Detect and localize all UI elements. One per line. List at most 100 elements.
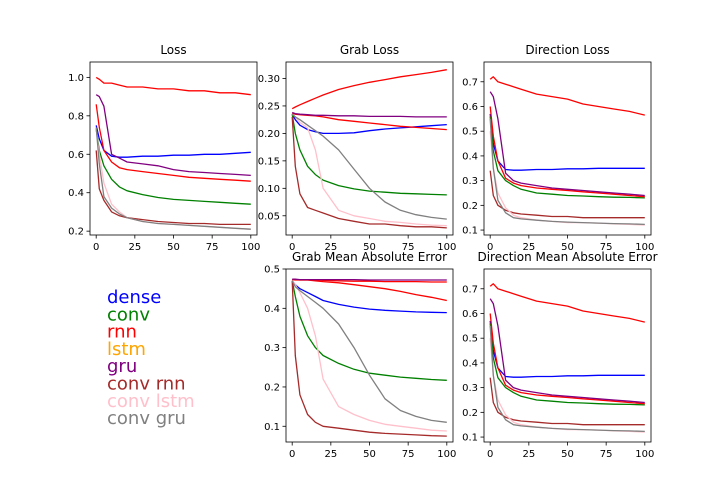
y-tick-label: 0.10	[258, 184, 280, 195]
series-line-conv-rnn	[489, 170, 645, 219]
x-tick-label: 25	[324, 242, 337, 253]
subplot-title: Grab Loss	[340, 43, 399, 57]
series-line-conv	[489, 323, 645, 406]
x-tick-label: 25	[128, 242, 141, 253]
series-line-conv-gru	[291, 113, 447, 220]
x-tick-label: 50	[363, 242, 376, 253]
series-line-conv-gru	[291, 280, 447, 423]
series-line-gru	[489, 91, 645, 197]
series-line-conv-lstm	[291, 113, 447, 227]
series-line-rnn	[489, 283, 645, 323]
subplot-title: Direction Mean Absolute Error	[477, 250, 657, 264]
y-tick-label: 0.05	[258, 211, 280, 222]
y-tick-label: 0.1	[264, 422, 280, 433]
y-tick-label: 0.6	[68, 150, 84, 161]
subplot-title: Loss	[160, 43, 186, 57]
x-tick-label: 0	[487, 242, 493, 253]
y-tick-label: 0.6	[462, 102, 478, 113]
legend-label-gru: gru	[107, 356, 137, 377]
series-line-gru	[95, 94, 251, 177]
series-line-gru	[489, 298, 645, 404]
series-line-conv-rnn	[291, 116, 447, 229]
y-tick-label: 0.5	[462, 127, 478, 138]
x-tick-label: 0	[93, 242, 99, 253]
series-line-lstm	[489, 106, 645, 198]
y-tick-label: 0.3	[462, 176, 478, 187]
x-tick-label: 50	[561, 242, 574, 253]
x-tick-label: 75	[206, 242, 219, 253]
x-tick-label: 25	[522, 242, 535, 253]
y-tick-label: 0.4	[462, 358, 478, 369]
subplot-direction-mean-absolute-error: 0 25 50 75 100 0.1 0.2 0.3 0.4 0.5 0.6 0.7 Direction…	[462, 250, 657, 460]
y-tick-label: 1.0	[68, 73, 84, 84]
y-tick-label: 0.20	[258, 129, 280, 140]
series-line-conv	[489, 116, 645, 199]
x-tick-label: 100	[437, 242, 456, 253]
series-line-conv-rnn	[489, 377, 645, 426]
series-line-gru	[292, 278, 447, 281]
y-tick-label: 0.15	[258, 156, 280, 167]
series-line-conv-rnn	[291, 280, 447, 437]
series-lines	[291, 69, 447, 229]
series-line-dense	[291, 280, 447, 314]
series-line-conv-gru	[95, 127, 251, 230]
series-lines	[291, 278, 447, 437]
y-tick-label: 0.30	[258, 74, 280, 85]
y-tick-label: 0.2	[462, 201, 478, 212]
x-tick-label: 25	[324, 449, 337, 460]
x-tick-label: 75	[600, 449, 613, 460]
series-line-conv-gru	[489, 325, 645, 433]
series-line-conv-gru	[489, 118, 645, 226]
x-tick-label: 75	[402, 242, 415, 253]
series-line-rnn	[291, 69, 447, 110]
series-line-conv	[291, 280, 447, 381]
series-line-lstm	[95, 104, 251, 182]
x-tick-label: 0	[289, 242, 295, 253]
series-line-conv-lstm	[291, 280, 447, 432]
series-line-rnn	[95, 76, 251, 96]
subplot-direction-loss: 0 25 50 75 100 0.1 0.2 0.3 0.4 0.5 0.6 0.7 Direction…	[462, 43, 654, 253]
x-tick-label: 50	[363, 449, 376, 460]
subplot-title: Grab Mean Absolute Error	[292, 250, 447, 264]
x-tick-label: 0	[487, 449, 493, 460]
series-line-rnn	[489, 76, 645, 116]
y-tick-label: 0.2	[462, 408, 478, 419]
x-tick-label: 75	[402, 449, 415, 460]
series-line-conv	[291, 114, 447, 196]
y-tick-label: 0.1	[462, 226, 478, 237]
y-tick-label: 0.4	[264, 304, 280, 315]
y-tick-label: 0.25	[258, 101, 280, 112]
series-line-conv-rnn	[95, 150, 251, 226]
legend-label-conv-lstm: conv lstm	[107, 391, 195, 412]
x-tick-label: 100	[635, 242, 654, 253]
subplot-grab-mean-absolute-error: 0 25 50 75 100 0.1 0.2 0.3 0.4 0.5 Grab Mean Absol…	[264, 250, 456, 460]
legend-label-rnn: rnn	[107, 322, 137, 343]
series-lines	[489, 283, 645, 433]
x-tick-label: 100	[437, 449, 456, 460]
series-lines	[95, 76, 251, 230]
y-tick-label: 0.6	[462, 309, 478, 320]
y-tick-label: 0.4	[68, 188, 84, 199]
series-line-gru	[291, 111, 447, 118]
x-tick-label: 50	[167, 242, 180, 253]
y-tick-label: 0.4	[462, 151, 478, 162]
y-tick-label: 0.8	[68, 111, 84, 122]
x-tick-label: 100	[635, 449, 654, 460]
legend-label-conv-rnn: conv rnn	[107, 374, 186, 395]
x-tick-label: 75	[600, 242, 613, 253]
y-tick-label: 0.5	[264, 265, 280, 276]
x-tick-label: 50	[561, 449, 574, 460]
y-tick-label: 0.2	[68, 227, 84, 238]
legend-label-dense: dense	[107, 287, 161, 308]
legend-label-conv: conv	[107, 304, 150, 325]
x-tick-label: 0	[289, 449, 295, 460]
y-tick-label: 0.7	[462, 77, 478, 88]
legend-label-lstm: lstm	[107, 339, 146, 360]
y-tick-label: 0.5	[462, 334, 478, 345]
series-line-conv	[95, 129, 251, 205]
subplot-loss: 0 25 50 75 100 0.2 0.4 0.6 0.8 1.0 Loss	[68, 43, 260, 253]
x-tick-label: 100	[241, 242, 260, 253]
